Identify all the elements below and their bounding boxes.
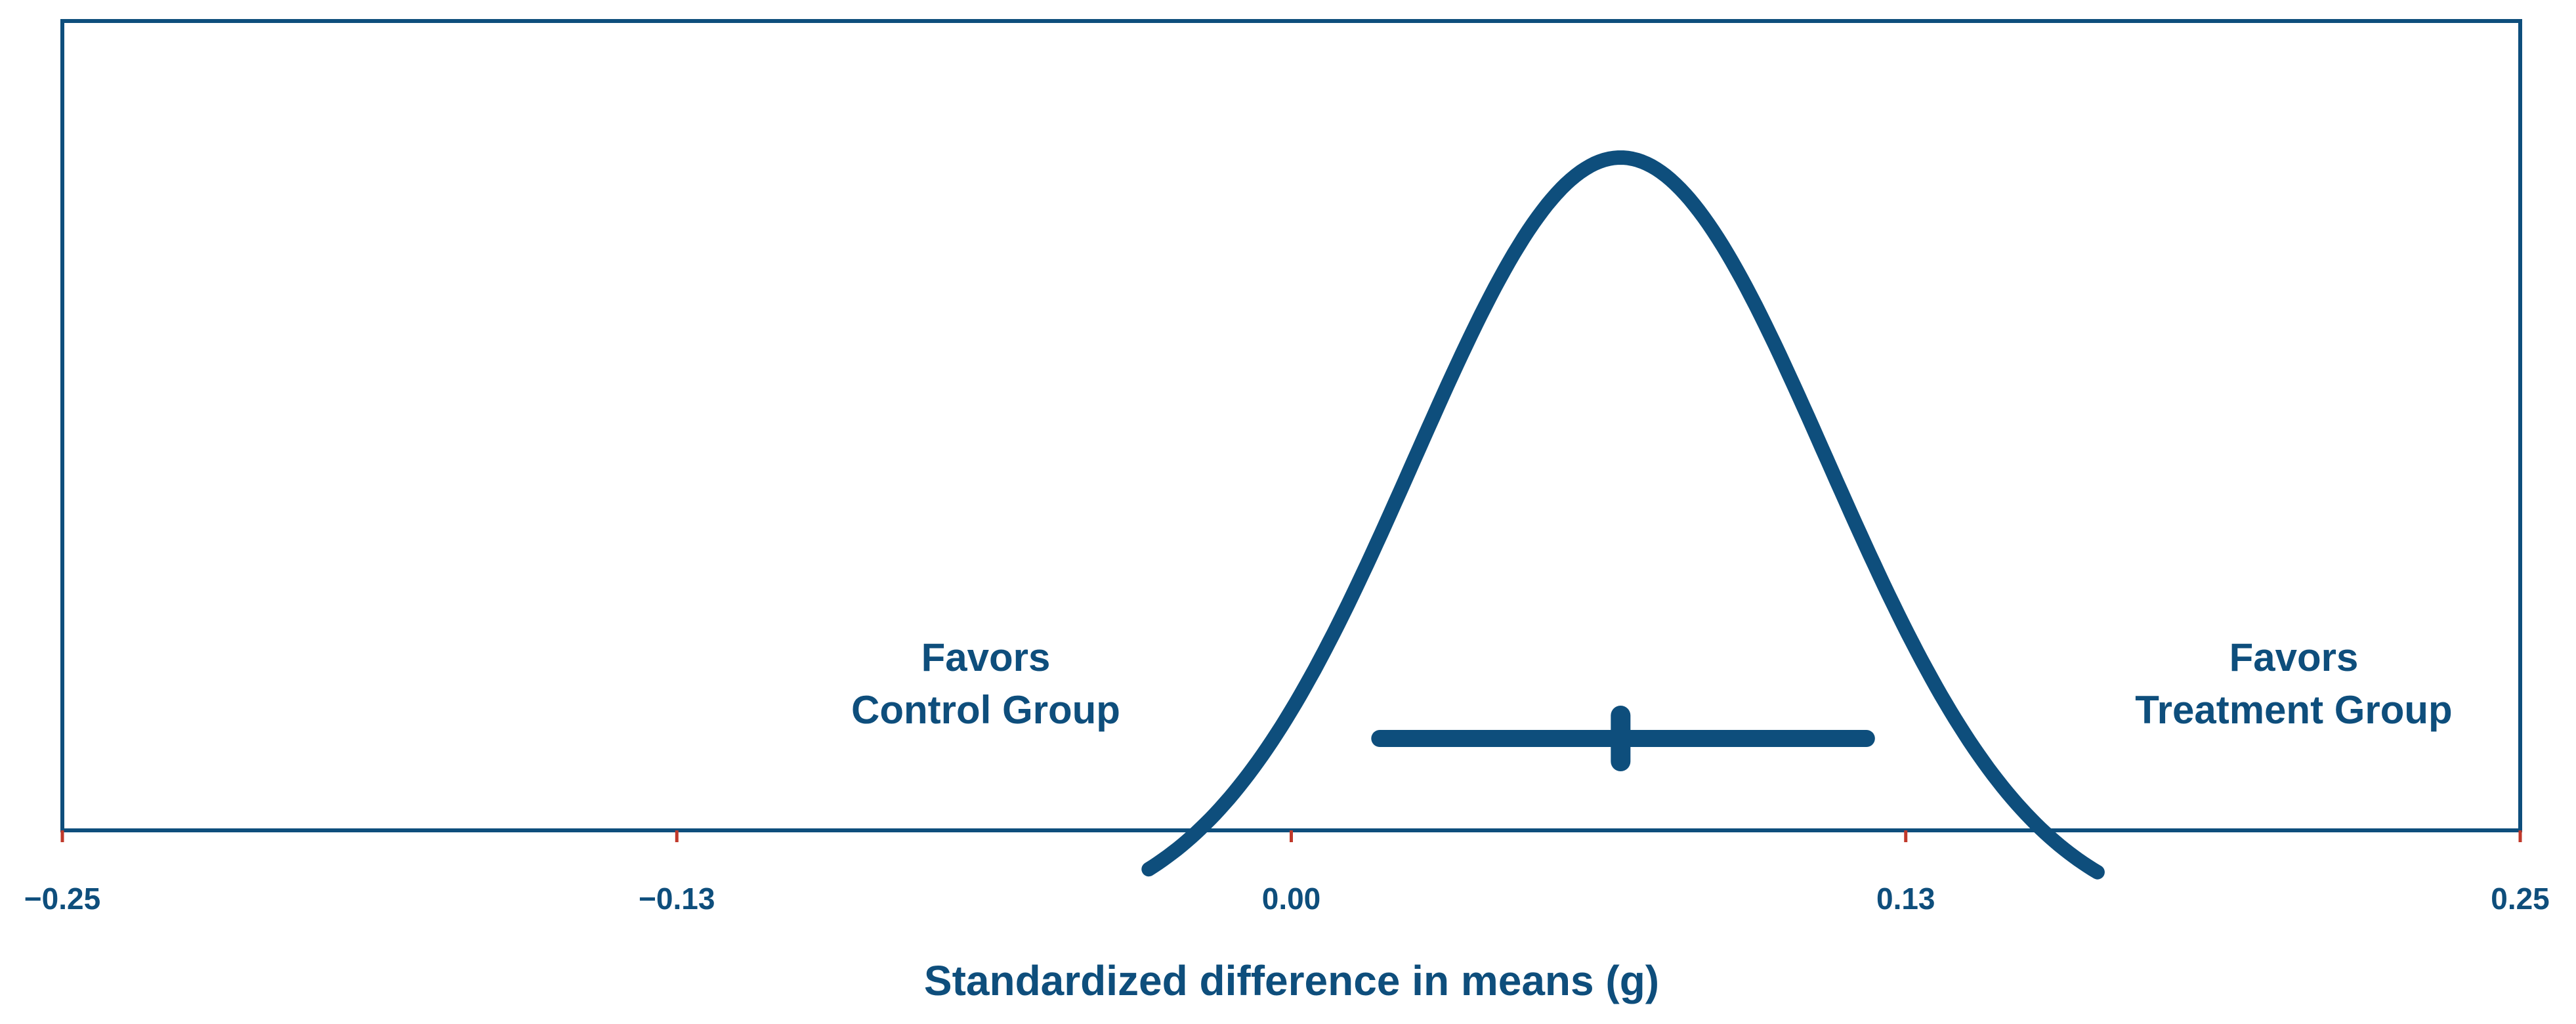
x-tick-label: 0.13 bbox=[1876, 882, 1935, 916]
x-tick-label: −0.25 bbox=[24, 882, 100, 916]
annotation-control-line1: Favors bbox=[921, 635, 1051, 679]
x-axis-ticks bbox=[60, 830, 2522, 842]
annotation-treatment-line2: Treatment Group bbox=[2135, 688, 2452, 732]
x-axis-tick-labels: −0.25 −0.13 0.00 0.13 0.25 bbox=[24, 882, 2550, 916]
annotation-treatment-line1: Favors bbox=[2229, 635, 2359, 679]
annotation-control-line2: Control Group bbox=[851, 688, 1120, 732]
x-axis-label: Standardized difference in means (g) bbox=[924, 957, 1659, 1004]
x-tick-label: −0.13 bbox=[639, 882, 715, 916]
x-tick-label: 0.00 bbox=[1262, 882, 1321, 916]
effect-distribution-curve bbox=[1141, 150, 2105, 880]
x-tick-label: 0.25 bbox=[2491, 882, 2550, 916]
